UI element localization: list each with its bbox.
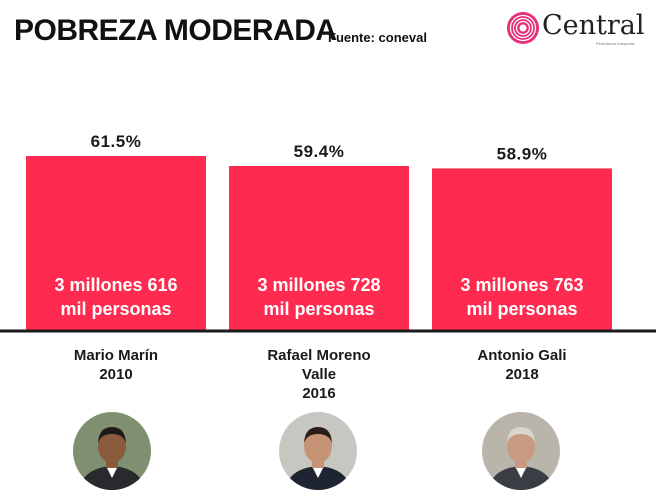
portrait-rafael-moreno-valle <box>279 412 357 490</box>
category-label-2-line-2: Valle <box>302 366 336 383</box>
bar-text-2-line-1: 3 millones 728 <box>257 275 380 295</box>
bar-2 <box>229 166 409 330</box>
logo-wordmark: Central <box>542 10 645 41</box>
bar-1 <box>26 156 206 330</box>
portrait-photo <box>73 412 151 490</box>
bar-text-1-line-2: mil personas <box>60 299 171 319</box>
portrait-photo <box>279 412 357 490</box>
logo-tagline: Periodismo Interpreta <box>596 41 635 46</box>
bar-3 <box>432 168 612 330</box>
value-label-1: 61.5% <box>91 132 142 151</box>
source-note: Fuente: coneval <box>328 30 427 45</box>
category-label-1-line-2: 2010 <box>99 366 132 383</box>
category-label-1-line-1: Mario Marín <box>74 347 158 364</box>
category-label-3-line-1: Antonio Gali <box>477 347 566 364</box>
bar-text-3-line-2: mil personas <box>466 299 577 319</box>
category-label-3-line-2: 2018 <box>505 366 538 383</box>
page-title: POBREZA MODERADA <box>14 14 337 47</box>
central-logo: Central Periodismo Interpreta <box>506 10 646 50</box>
category-label-2-line-3: 2016 <box>302 385 335 402</box>
value-label-3: 58.9% <box>497 144 548 163</box>
category-label-2-line-1: Rafael Moreno <box>267 347 370 364</box>
portrait-antonio-gali <box>482 412 560 490</box>
central-logo-icon <box>507 12 539 44</box>
bar-text-3-line-1: 3 millones 763 <box>460 275 583 295</box>
portrait-mario-marin <box>73 412 151 490</box>
portrait-photo <box>482 412 560 490</box>
bar-text-2-line-2: mil personas <box>263 299 374 319</box>
bar-text-1-line-1: 3 millones 616 <box>54 275 177 295</box>
value-label-2: 59.4% <box>294 142 345 161</box>
